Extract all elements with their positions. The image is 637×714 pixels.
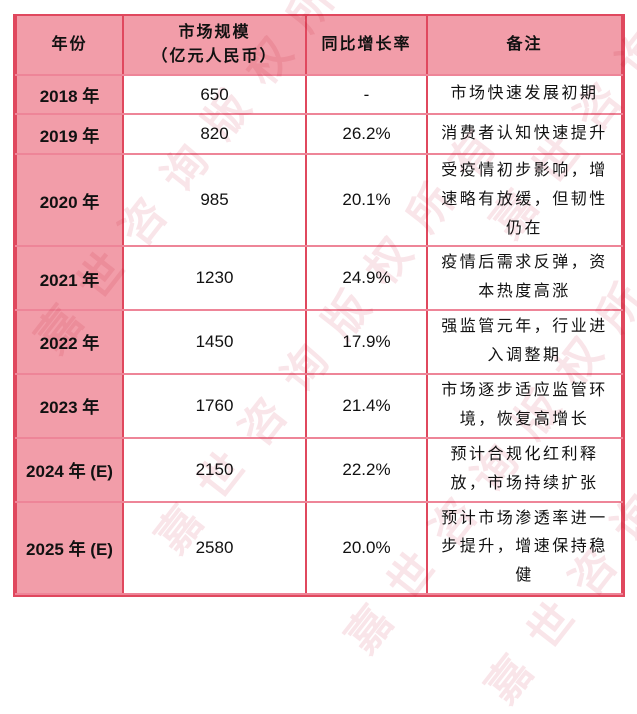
header-size: 市场规模 （亿元人民币） xyxy=(122,16,307,76)
table-row: 2024 年 (E) 2150 22.2% 预计合规化红利释放，市场持续扩张 xyxy=(15,436,623,503)
size-cell: 820 xyxy=(122,113,307,155)
table-row: 2018 年 650- 市场快速发展初期 xyxy=(15,74,623,115)
year-cell: 2023 年 xyxy=(15,372,124,439)
header-growth: 同比增长率 xyxy=(305,16,428,76)
note-cell: 疫情后需求反弹，资本热度高涨 xyxy=(426,245,623,311)
header-note: 备注 xyxy=(426,16,623,76)
header-size-line2: （亿元人民币） xyxy=(151,48,278,65)
note-cell: 受疫情初步影响，增速略有放缓，但韧性仍在 xyxy=(426,152,623,248)
size-cell: 650 xyxy=(122,74,307,115)
size-cell: 985 xyxy=(122,152,307,248)
note-cell: 强监管元年，行业进入调整期 xyxy=(426,308,623,375)
note-cell: 预计市场渗透率进一步提升，增速保持稳健 xyxy=(426,500,623,595)
table-row: 2019 年 820 26.2% 消费者认知快速提升 xyxy=(15,113,623,155)
year-cell: 2021 年 xyxy=(15,245,124,311)
table-row: 2025 年 (E) 2580 20.0% 预计市场渗透率进一步提升，增速保持稳健 xyxy=(15,500,623,595)
growth-cell: 22.2% xyxy=(305,436,428,503)
size-cell: 1760 xyxy=(122,372,307,439)
size-cell: 1230 xyxy=(122,245,307,311)
market-size-table: 年份 市场规模 （亿元人民币） 同比增长率 备注 2018 年 650- 市场快速发… xyxy=(15,16,623,595)
size-cell: 2580 xyxy=(122,500,307,595)
year-cell: 2019 年 xyxy=(15,113,124,155)
growth-cell: - xyxy=(305,74,428,115)
note-cell: 预计合规化红利释放，市场持续扩张 xyxy=(426,436,623,503)
market-size-table-frame: 年份 市场规模 （亿元人民币） 同比增长率 备注 2018 年 650- 市场快速发… xyxy=(13,14,625,597)
year-cell: 2024 年 (E) xyxy=(15,436,124,503)
year-cell: 2022 年 xyxy=(15,308,124,375)
header-row: 年份 市场规模 （亿元人民币） 同比增长率 备注 xyxy=(15,16,623,76)
growth-cell: 20.1% xyxy=(305,152,428,248)
table-row: 2021 年 1230 24.9% 疫情后需求反弹，资本热度高涨 xyxy=(15,245,623,311)
growth-cell: 21.4% xyxy=(305,372,428,439)
growth-cell: 26.2% xyxy=(305,113,428,155)
year-cell: 2018 年 xyxy=(15,74,124,115)
note-cell: 市场逐步适应监管环境，恢复高增长 xyxy=(426,372,623,439)
header-year: 年份 xyxy=(15,16,124,76)
table-row: 2023 年 1760 21.4% 市场逐步适应监管环境，恢复高增长 xyxy=(15,372,623,439)
growth-cell: 24.9% xyxy=(305,245,428,311)
size-cell: 2150 xyxy=(122,436,307,503)
table-body: 2018 年 650- 市场快速发展初期 2019 年 820 26.2% 消费者认知快速提… xyxy=(15,74,623,595)
header-size-line1: 市场规模 xyxy=(178,24,251,41)
growth-cell: 20.0% xyxy=(305,500,428,595)
growth-cell: 17.9% xyxy=(305,308,428,375)
note-cell: 市场快速发展初期 xyxy=(426,74,623,115)
size-cell: 1450 xyxy=(122,308,307,375)
year-cell: 2020 年 xyxy=(15,152,124,248)
table-row: 2020 年 985 20.1% 受疫情初步影响，增速略有放缓，但韧性仍在 xyxy=(15,152,623,248)
note-cell: 消费者认知快速提升 xyxy=(426,113,623,155)
year-cell: 2025 年 (E) xyxy=(15,500,124,595)
table-row: 2022 年 1450 17.9% 强监管元年，行业进入调整期 xyxy=(15,308,623,375)
